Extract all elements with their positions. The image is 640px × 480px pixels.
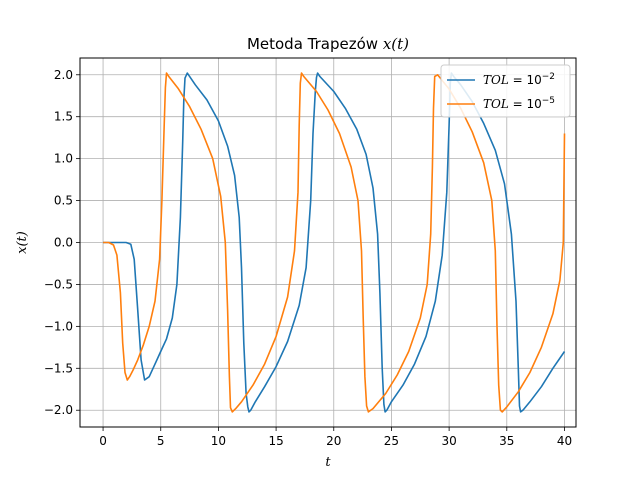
y-tick-label: 1.5 xyxy=(54,110,73,124)
x-tick-label: 10 xyxy=(211,434,226,448)
x-axis-label: t xyxy=(325,455,331,470)
x-tick-label: 5 xyxy=(157,434,165,448)
y-tick-label: 0.5 xyxy=(54,194,73,208)
legend-label-tol: TOL xyxy=(483,73,509,87)
y-tick-label: −2.0 xyxy=(44,403,73,417)
x-tick-label: 20 xyxy=(326,434,341,448)
legend-label-exponent: −2 xyxy=(542,72,555,82)
y-tick-label: −0.5 xyxy=(44,277,73,291)
chart-title: Metoda Trapezów x(t) xyxy=(247,35,409,53)
x-tick-label: 30 xyxy=(441,434,456,448)
y-tick-label: 1.0 xyxy=(54,152,73,166)
legend-label-eq: = 10 xyxy=(509,97,542,111)
x-tick-label: 15 xyxy=(268,434,283,448)
series-line-2 xyxy=(103,72,566,413)
x-tick-label: 40 xyxy=(557,434,572,448)
y-tick-label: 2.0 xyxy=(54,68,73,82)
legend-label-tol: TOL xyxy=(483,97,509,111)
y-tick-label: −1.5 xyxy=(44,361,73,375)
y-axis-label: x(t) xyxy=(15,231,30,254)
legend-label-eq: = 10 xyxy=(509,73,542,87)
legend-label-2: TOL = 10−5 xyxy=(483,96,555,111)
y-tick-label: 0.0 xyxy=(54,236,73,250)
x-tick-label: 25 xyxy=(384,434,399,448)
legend-label-exponent: −5 xyxy=(542,96,555,106)
y-tick-label: −1.0 xyxy=(44,319,73,333)
x-tick-label: 35 xyxy=(499,434,514,448)
x-tick-label: 0 xyxy=(99,434,107,448)
legend-label-1: TOL = 10−2 xyxy=(483,72,555,87)
axis-ticks: 0 5 10 15 20 25 30 35 40 −2.0 −1.5 −1.0 −0.5 0.0 0.5 1.… xyxy=(44,68,572,448)
chart-title-plain: Metoda Trapezów xyxy=(247,35,383,53)
chart-title-math: x(t) xyxy=(383,35,409,53)
